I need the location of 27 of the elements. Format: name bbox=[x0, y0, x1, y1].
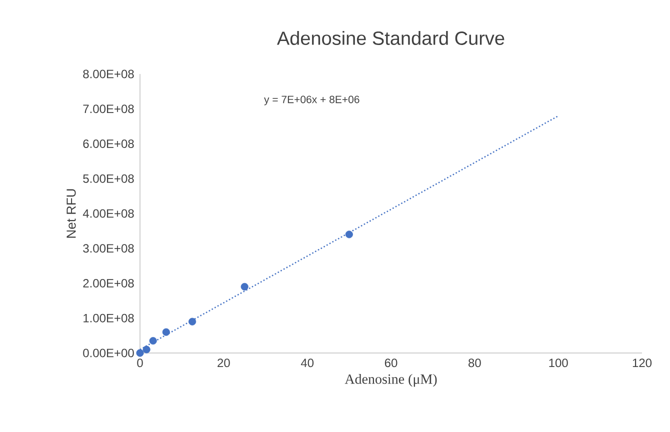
point bbox=[136, 349, 144, 357]
x-tick-label: 40 bbox=[300, 358, 314, 368]
point bbox=[162, 328, 170, 336]
point bbox=[240, 282, 248, 291]
x-tick-label: 120 bbox=[632, 358, 652, 368]
annotation: y = 7E+06x + 8E+06 bbox=[264, 96, 360, 106]
point bbox=[142, 346, 150, 354]
y-tick-label: 5.00E+08 bbox=[83, 174, 134, 183]
x-tick-label: 60 bbox=[384, 358, 398, 368]
y-tick-label: 6.00E+08 bbox=[83, 140, 134, 148]
y-tick-label: 4.00E+08 bbox=[82, 209, 134, 218]
point bbox=[188, 318, 196, 326]
x-tick-label: 100 bbox=[549, 358, 568, 368]
y-tick-label: 3.00E+08 bbox=[83, 244, 134, 253]
point bbox=[149, 337, 157, 345]
y-tick-label: 2.00E+08 bbox=[83, 279, 134, 288]
x-tick-label: 0 bbox=[137, 358, 143, 368]
chart-title: Adenosine Standard Curve bbox=[276, 31, 504, 45]
y-tick-label: 1.00E+08 bbox=[84, 314, 134, 322]
x-axis-title: Adenosine (μM) bbox=[344, 374, 437, 387]
x-tick-label: 20 bbox=[218, 358, 230, 368]
x-tick-label: 80 bbox=[468, 358, 481, 368]
y-tick-label: 7.00E+08 bbox=[83, 104, 134, 114]
y-axis-title: Net RFU bbox=[66, 189, 76, 238]
y-tick-label: 8.00E+08 bbox=[83, 70, 134, 78]
y-tick-label: 0.00E+00 bbox=[83, 348, 134, 358]
point bbox=[345, 230, 353, 238]
